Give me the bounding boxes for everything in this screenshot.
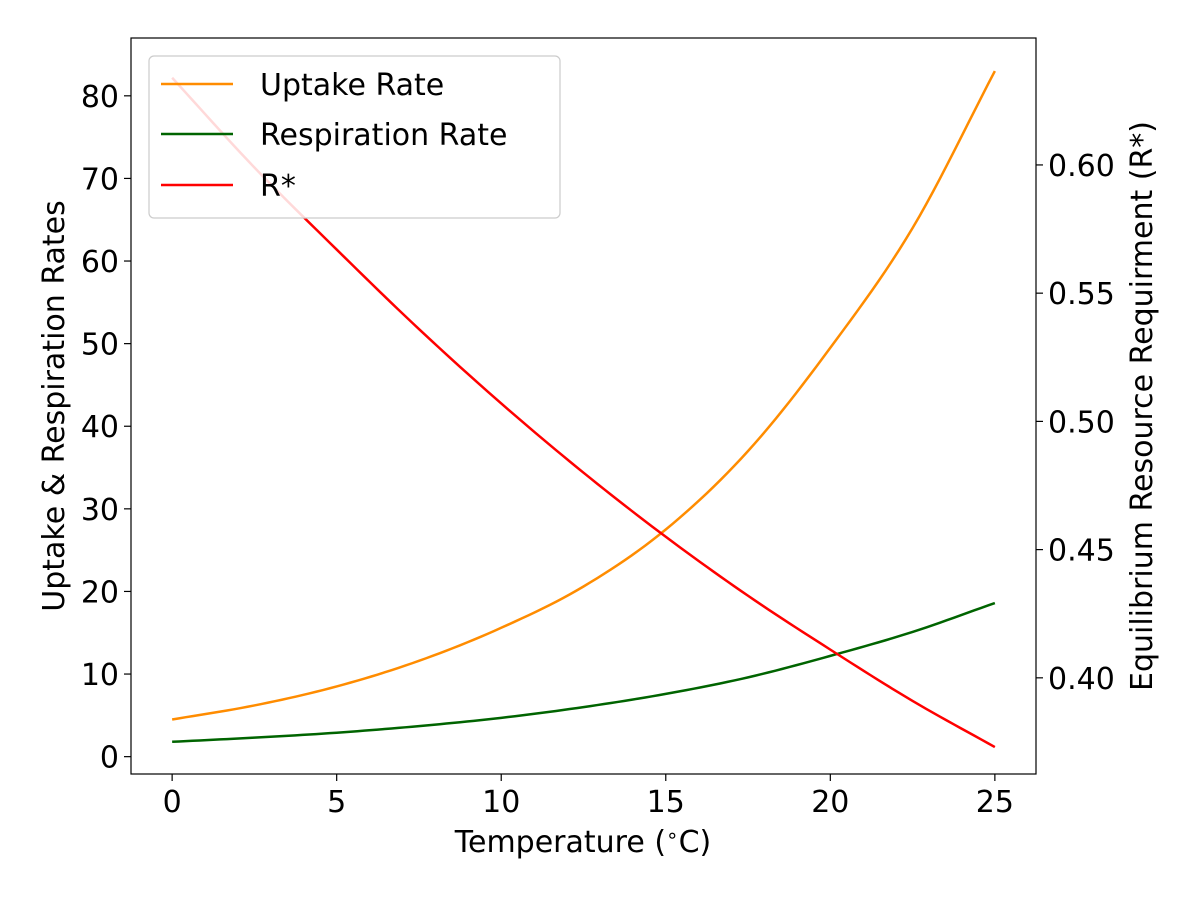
right-y-tick-label: 0.50 — [1048, 405, 1115, 440]
right-y-tick-label: 0.40 — [1048, 662, 1115, 697]
right-y-tick-label: 0.60 — [1048, 149, 1115, 184]
legend-label-respiration-rate: Respiration Rate — [260, 118, 507, 153]
left-y-tick-label: 0 — [100, 741, 119, 776]
x-tick-label: 20 — [811, 785, 849, 820]
legend-label-r-star: R* — [260, 169, 296, 204]
left-y-tick-label: 70 — [81, 162, 119, 197]
left-y-tick-label: 50 — [81, 328, 119, 363]
right-y-axis-ticks: 0.40 0.45 0.50 0.55 0.60 — [1036, 149, 1115, 697]
left-y-axis-label: Uptake & Respiration Rates — [37, 200, 72, 611]
x-tick-label: 0 — [163, 785, 182, 820]
right-y-tick-label: 0.55 — [1048, 277, 1115, 312]
left-y-tick-label: 60 — [81, 245, 119, 280]
left-y-tick-label: 30 — [81, 493, 119, 528]
left-y-tick-label: 20 — [81, 575, 119, 610]
left-y-axis-ticks: 0 10 20 30 40 50 60 70 80 — [81, 80, 131, 776]
left-y-tick-label: 80 — [81, 80, 119, 115]
r-star-line — [171, 76, 996, 749]
right-y-axis-label: Equilibrium Resource Requirment (R*) — [1125, 121, 1160, 691]
x-axis-ticks: 0 5 10 15 20 25 — [163, 774, 1014, 820]
legend: Uptake Rate Respiration Rate R* — [148, 55, 561, 219]
legend-box — [148, 55, 561, 219]
respiration-rate-line — [172, 601, 996, 744]
x-axis-label: Temperature (∘C) — [454, 823, 711, 860]
plot-frame — [130, 37, 1037, 775]
left-y-tick-label: 40 — [81, 410, 119, 445]
x-tick-label: 5 — [327, 785, 346, 820]
left-y-tick-label: 10 — [81, 658, 119, 693]
uptake-rate-line — [171, 70, 996, 721]
legend-label-uptake-rate: Uptake Rate — [260, 68, 444, 103]
right-y-tick-label: 0.45 — [1048, 534, 1115, 569]
x-tick-label: 10 — [482, 785, 520, 820]
series-lines — [171, 70, 996, 749]
x-tick-label: 15 — [647, 785, 685, 820]
x-tick-label: 25 — [976, 785, 1014, 820]
